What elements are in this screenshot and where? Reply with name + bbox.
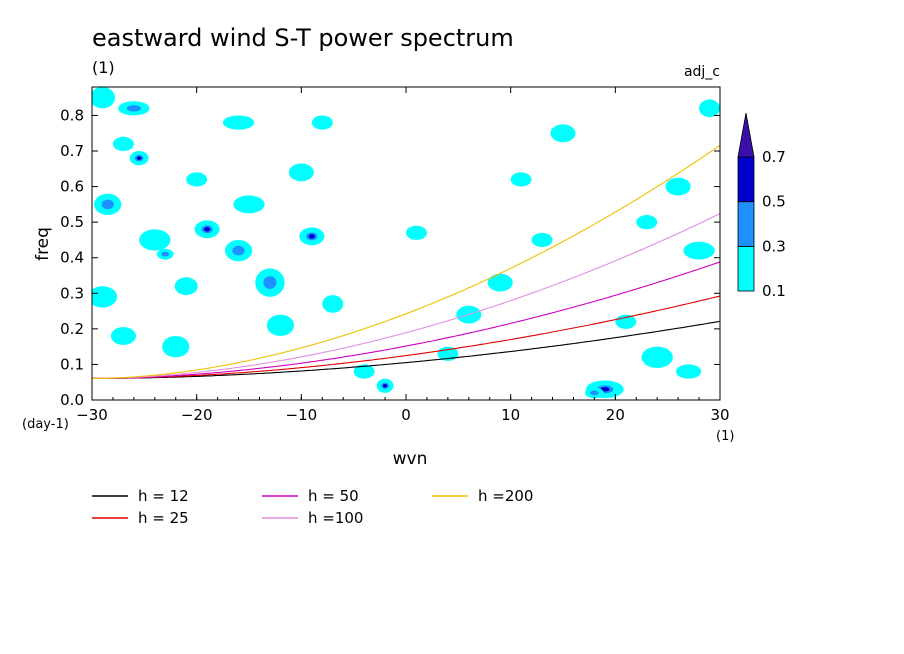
- contour-core: [161, 251, 170, 257]
- dispersion-curve: [92, 261, 720, 379]
- contour-peak: [203, 227, 211, 232]
- contour-blob: [266, 314, 295, 336]
- contour-blob: [174, 277, 198, 296]
- contour-blob: [322, 295, 344, 313]
- chart-title: eastward wind S-T power spectrum: [92, 24, 514, 52]
- y-tick-label: 0.8: [60, 106, 84, 124]
- contour-core: [263, 276, 277, 290]
- colorbar-label: 0.1: [762, 282, 786, 300]
- x-tick-label: −20: [181, 406, 213, 424]
- y-tick-label: 0.0: [60, 391, 84, 409]
- dispersion-curve: [92, 213, 720, 379]
- colorbar: 0.1 0.3 0.5 0.7: [737, 112, 786, 300]
- contour-blob: [487, 273, 513, 292]
- contour-blob: [311, 115, 333, 130]
- legend-label: h = 25: [138, 509, 189, 527]
- legend-label: h =100: [308, 509, 363, 527]
- contour-blob: [222, 115, 255, 130]
- y-axis-label: freq: [33, 227, 53, 261]
- contour-blob: [288, 163, 314, 182]
- legend-label: h =200: [478, 487, 533, 505]
- contour-blob: [665, 177, 691, 196]
- legend-label: h = 50: [308, 487, 359, 505]
- x-tick-label: −10: [286, 406, 318, 424]
- contour-blob: [353, 364, 375, 379]
- colorbar-label: 0.7: [762, 148, 786, 166]
- contour-blob: [699, 99, 720, 118]
- y-tick-label: 0.1: [60, 355, 84, 373]
- legend: h = 12 h = 25 h = 50 h =100 h =200: [92, 487, 533, 527]
- contour-core: [101, 199, 114, 210]
- contour-blob: [92, 87, 116, 109]
- x-tick-label: −30: [76, 406, 108, 424]
- contour-blob: [683, 241, 715, 260]
- contour-blob: [92, 286, 118, 308]
- chart-tag: adj_c: [684, 64, 720, 80]
- dispersion-curve: [92, 144, 720, 379]
- contour-blob: [531, 232, 553, 248]
- contour-blob: [636, 215, 658, 230]
- contour-peak: [308, 234, 315, 239]
- contour-blob: [550, 124, 576, 143]
- colorbar-segment: [737, 156, 755, 203]
- contour-blob: [233, 195, 265, 214]
- colorbar-segment: [737, 245, 755, 292]
- colorbar-extend-arrow: [737, 112, 755, 158]
- dispersion-curve: [92, 320, 720, 379]
- dispersion-curve: [92, 295, 720, 379]
- y-tick-label: 0.4: [60, 249, 84, 267]
- contour-blob: [162, 335, 190, 358]
- x-tick-label: 20: [606, 406, 625, 424]
- contour-blob: [112, 136, 134, 152]
- contour-core: [126, 105, 141, 112]
- contour-core: [232, 245, 245, 256]
- contour-peak: [136, 156, 142, 160]
- y-tick-label: 0.3: [60, 284, 84, 302]
- contour-blob: [110, 327, 136, 345]
- chart-subtitle: (1): [92, 58, 115, 77]
- x-tick-label: 30: [710, 406, 729, 424]
- y-tick-label: 0.5: [60, 213, 84, 231]
- x-unit-label: (1): [716, 429, 734, 444]
- contour-blob: [676, 364, 702, 379]
- contour-blob: [139, 229, 171, 251]
- contour-blob: [615, 314, 637, 329]
- contour-peak: [382, 383, 388, 388]
- x-axis-label: wvn: [393, 449, 428, 469]
- y-unit-label: (day-1): [22, 417, 69, 432]
- x-tick-label: 0: [401, 406, 411, 424]
- y-tick-label: 0.2: [60, 320, 84, 338]
- contour-blob: [510, 172, 532, 187]
- contour-blob: [406, 225, 427, 240]
- colorbar-label: 0.5: [762, 193, 786, 211]
- y-tick-label: 0.7: [60, 142, 84, 160]
- contour-blob: [641, 346, 673, 368]
- legend-label: h = 12: [138, 487, 189, 505]
- plot-content: [92, 87, 720, 399]
- plot-area: −30 −20 −10 0 10 20 30 0.0 0.1 0.2 0.3 0.4 0.5 0.6 0.7…: [60, 86, 730, 424]
- y-tick-label: 0.6: [60, 178, 84, 196]
- contour-core: [590, 390, 599, 396]
- colorbar-label: 0.3: [762, 237, 786, 255]
- colorbar-segment: [737, 201, 755, 247]
- x-tick-label: 10: [501, 406, 520, 424]
- contour-blob: [186, 172, 208, 187]
